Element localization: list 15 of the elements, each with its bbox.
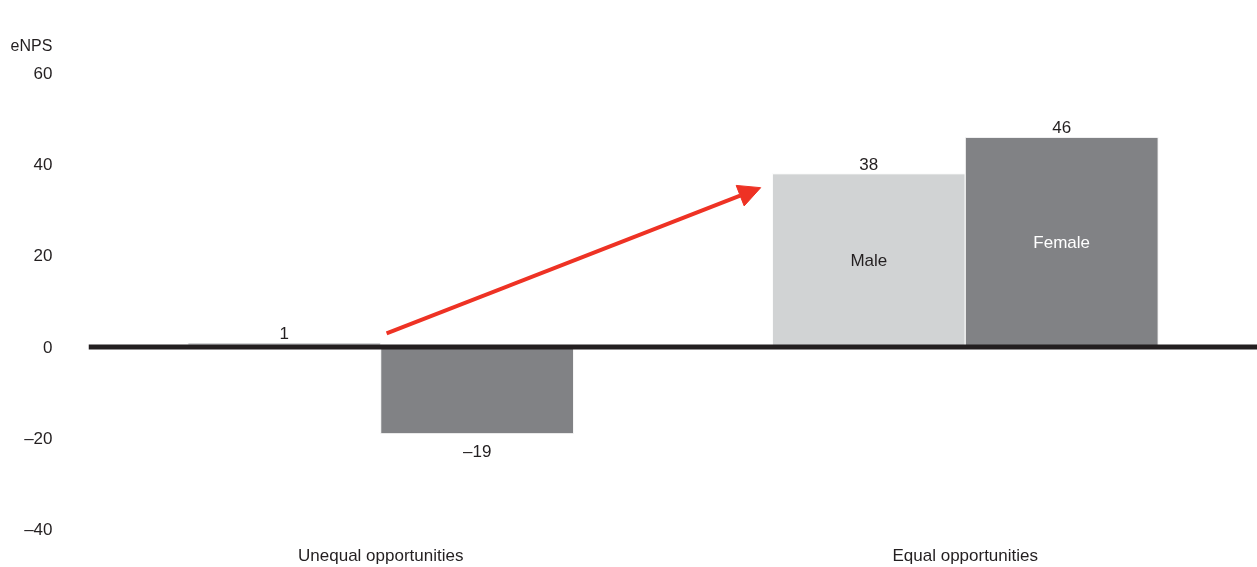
data-label: 46: [1052, 118, 1072, 138]
data-label: –19: [463, 441, 492, 461]
series-label: Female: [1033, 232, 1091, 252]
data-label: 1: [279, 323, 290, 343]
series-label: Male: [850, 250, 888, 270]
y-tick-label: –20: [24, 428, 53, 448]
y-tick-label: 40: [33, 155, 53, 175]
y-tick-label: 20: [33, 246, 53, 266]
y-tick-label: –40: [24, 520, 53, 539]
y-tick-label: 0: [43, 337, 53, 357]
y-axis-title: eNPS: [10, 36, 53, 54]
y-tick-label: 60: [33, 64, 53, 83]
x-tick-label: Equal opportunities: [892, 545, 1039, 565]
data-label: 38: [859, 154, 879, 174]
x-tick-label: Unequal opportunities: [298, 545, 464, 565]
